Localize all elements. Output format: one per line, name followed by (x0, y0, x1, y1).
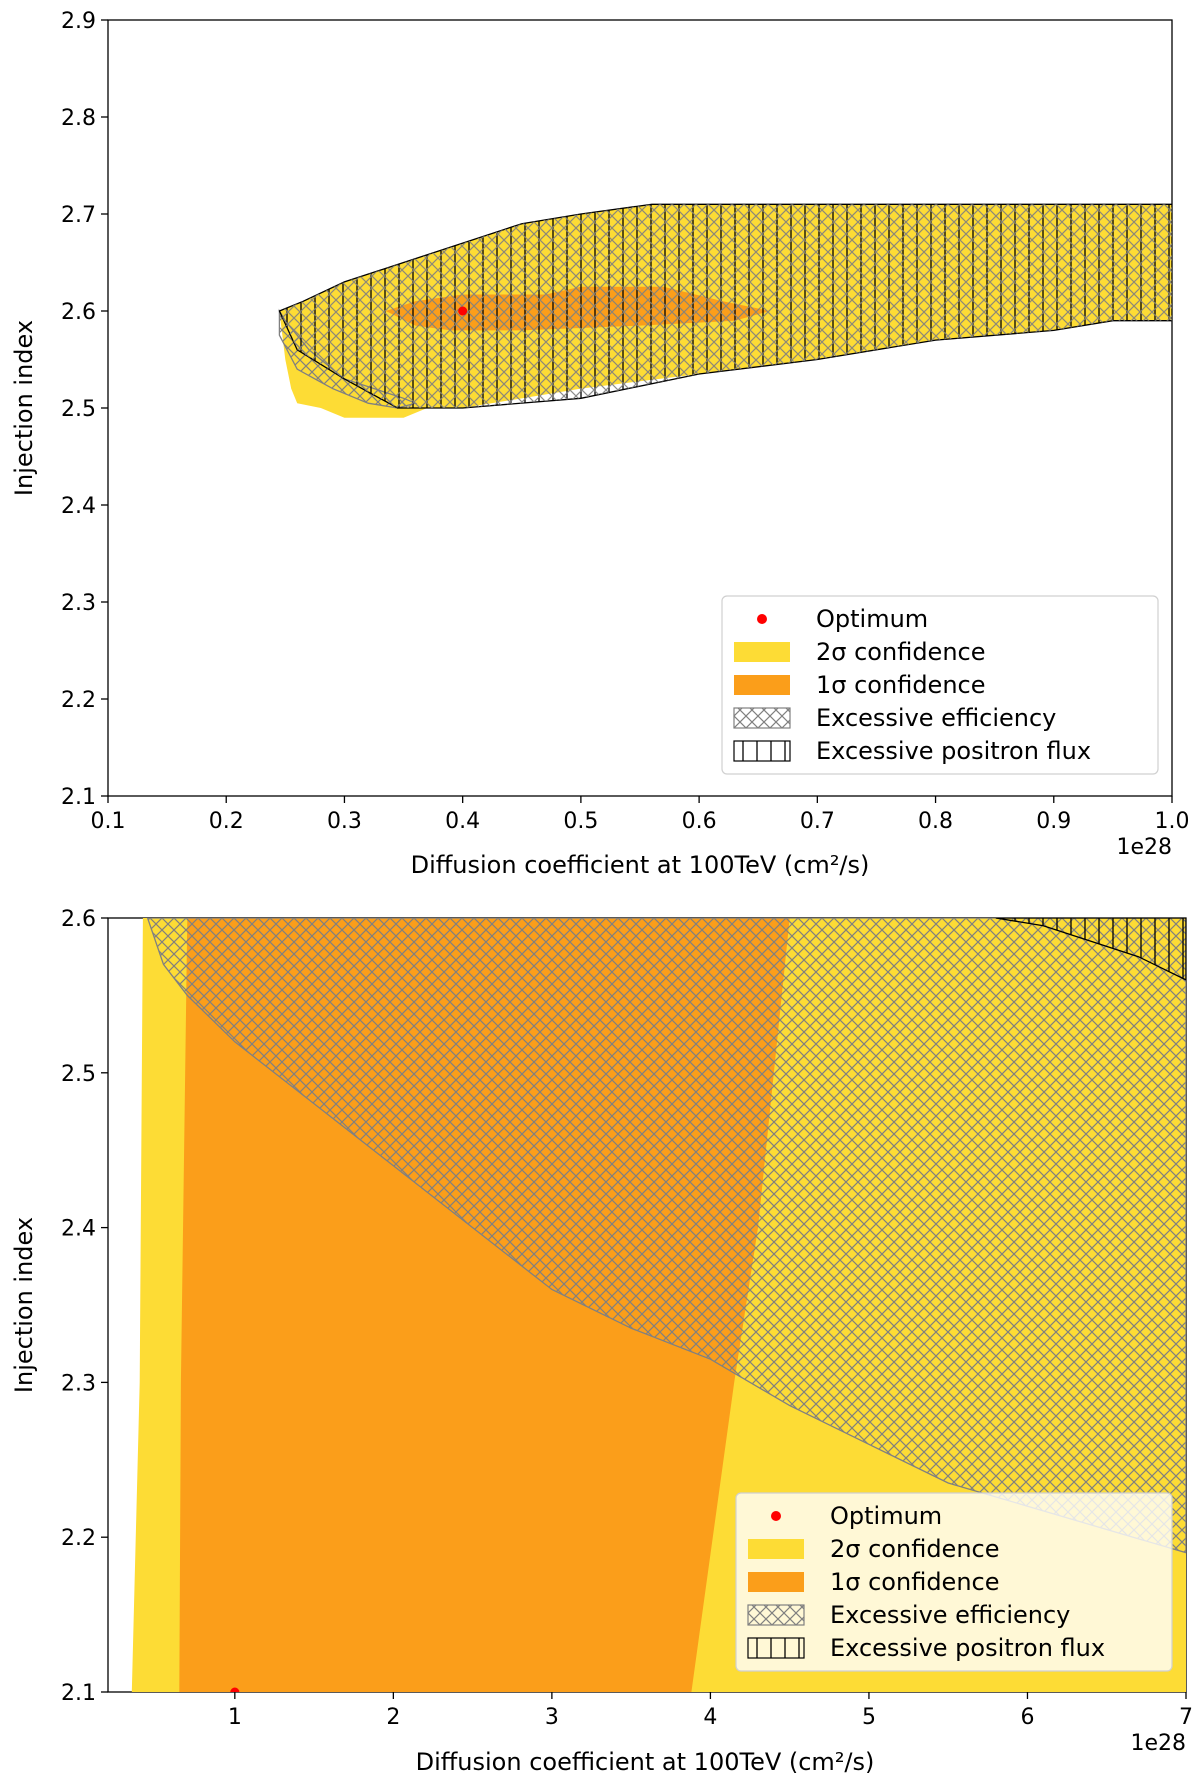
x-tick-label: 0.3 (327, 809, 362, 834)
y-tick-label: 2.7 (61, 203, 96, 228)
region-excessive-positron-flux (995, 918, 1186, 981)
legend-2sigma-swatch (748, 1539, 804, 1559)
x-tick-label: 0.8 (918, 809, 953, 834)
legend-2sigma-label: 2σ confidence (816, 638, 986, 666)
y-tick-label: 2.8 (61, 106, 96, 131)
panel-bottom: 1 2 3 4 5 6 7 2.1 2.2 2.3 2.4 2.5 2.6 Diffusion coe… (10, 907, 1193, 1776)
y-tick-label: 2.6 (61, 300, 96, 325)
x-tick-label: 3 (545, 1705, 559, 1730)
legend-excessive-efficiency-label: Excessive efficiency (816, 704, 1056, 732)
legend-1sigma-swatch (748, 1572, 804, 1592)
legend-1sigma-label: 1σ confidence (830, 1568, 1000, 1596)
legend-swatch-optimum (757, 614, 767, 624)
legend-excessive-efficiency-swatch (733, 707, 791, 729)
legend-box (735, 1492, 1173, 1672)
x-tick-label: 5 (862, 1705, 876, 1730)
y-axis-label: Injection index (10, 320, 38, 496)
legend-1sigma-label: 1σ confidence (816, 671, 986, 699)
y-axis-label: Injection index (10, 1217, 38, 1393)
y-tick-label: 2.5 (61, 1062, 96, 1087)
y-tick-label: 2.4 (61, 494, 96, 519)
panel-top: 0.1 0.2 0.3 0.4 0.5 0.6 0.7 0.8 0.9 1.0 2.1 2.2 2.3… (10, 9, 1190, 879)
x-tick-label: 0.4 (445, 809, 480, 834)
legend-excessive-positron-flux-swatch (733, 740, 791, 762)
x-offset-label: 1e28 (1130, 1731, 1186, 1756)
x-tick-label: 1.0 (1155, 809, 1190, 834)
x-tick-label: 0.1 (91, 809, 126, 834)
y-tick-label: 2.3 (61, 1371, 96, 1396)
y-tick-label: 2.3 (61, 591, 96, 616)
region-excessive-efficiency-overlap (279, 204, 1172, 408)
x-tick-label: 6 (1020, 1705, 1034, 1730)
optimum-point (458, 306, 468, 316)
legend-optimum-label: Optimum (816, 605, 928, 633)
legend-excessive-positron-flux-label: Excessive positron flux (830, 1634, 1105, 1662)
legend-excessive-positron-flux-label: Excessive positron flux (816, 737, 1091, 765)
legend-excessive-efficiency-swatch (747, 1604, 805, 1626)
x-tick-label: 0.5 (563, 809, 598, 834)
y-tick-label: 2.5 (61, 397, 96, 422)
y-tick-label: 2.1 (61, 785, 96, 810)
y-tick-label: 2.2 (61, 1526, 96, 1551)
legend-excessive-efficiency-label: Excessive efficiency (830, 1601, 1070, 1629)
legend-2sigma-swatch (734, 642, 790, 662)
x-tick-label: 4 (703, 1705, 717, 1730)
legend-box (721, 595, 1159, 775)
x-offset-label: 1e28 (1116, 835, 1172, 860)
legend-2sigma-label: 2σ confidence (830, 1535, 1000, 1563)
y-tick-label: 2.1 (61, 1681, 96, 1706)
x-tick-label: 2 (386, 1705, 400, 1730)
x-tick-label: 0.6 (682, 809, 717, 834)
legend-excessive-positron-flux-swatch (747, 1637, 805, 1659)
optimum-point (230, 1687, 240, 1692)
x-tick-label: 7 (1179, 1705, 1193, 1730)
x-tick-label: 0.9 (1036, 809, 1071, 834)
x-tick-label: 0.7 (800, 809, 835, 834)
legend-1sigma-swatch (734, 675, 790, 695)
y-tick-label: 2.9 (61, 9, 96, 34)
y-tick-label: 2.6 (61, 907, 96, 932)
legend-swatch-optimum (771, 1511, 781, 1521)
legend-optimum-label: Optimum (830, 1502, 942, 1530)
x-tick-label: 1 (228, 1705, 242, 1730)
y-tick-label: 2.2 (61, 688, 96, 713)
x-axis-label: Diffusion coefficient at 100TeV (cm²/s) (416, 1748, 875, 1776)
x-tick-label: 0.2 (209, 809, 244, 834)
x-axis-label: Diffusion coefficient at 100TeV (cm²/s) (411, 851, 870, 879)
y-tick-label: 2.4 (61, 1217, 96, 1242)
